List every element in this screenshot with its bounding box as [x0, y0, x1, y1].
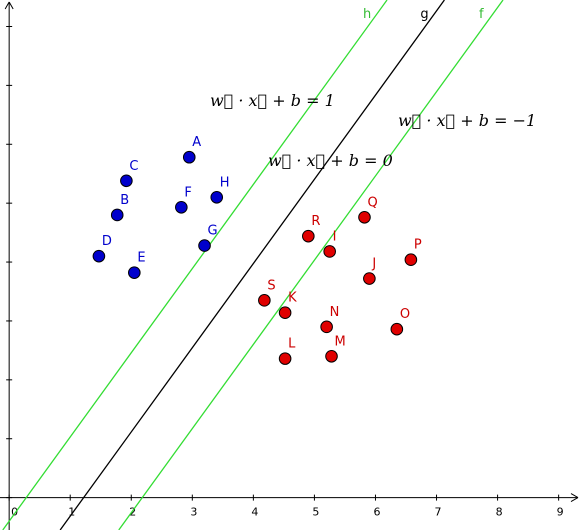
x-tick-label: 1	[68, 506, 75, 519]
line-label-f: f	[479, 7, 484, 22]
line-f[interactable]	[118, 0, 504, 530]
x-axis-arrow	[570, 493, 579, 503]
point-label-K: K	[288, 291, 297, 306]
margin-equation-plus: w⃗ · x⃗ + b = 1	[210, 91, 335, 110]
point-J[interactable]	[363, 272, 376, 285]
point-label-E: E	[137, 251, 145, 266]
point-label-F: F	[184, 185, 191, 200]
point-H[interactable]	[210, 190, 224, 204]
point-label-J: J	[371, 257, 376, 272]
x-tick-label: 6	[373, 506, 380, 519]
x-tick-label: 9	[557, 506, 564, 519]
point-label-B: B	[120, 193, 129, 208]
point-F[interactable]	[175, 200, 188, 214]
x-tick-label: 5	[312, 506, 319, 519]
line-g[interactable]	[59, 0, 445, 530]
margin-equation-minus: w⃗ · x⃗ + b = −1	[398, 111, 536, 130]
point-N[interactable]	[320, 320, 333, 334]
point-label-M: M	[335, 334, 346, 349]
point-label-C: C	[129, 159, 138, 174]
point-label-N: N	[330, 305, 340, 320]
point-B[interactable]	[110, 208, 124, 222]
point-S[interactable]	[258, 294, 271, 307]
point-M[interactable]	[325, 349, 338, 363]
x-tick-label: 3	[190, 506, 197, 519]
boundary-equation: w⃗ · x⃗ + b = 0	[268, 151, 393, 170]
x-tick-label: 8	[496, 506, 503, 519]
point-label-P: P	[414, 238, 422, 253]
point-Q[interactable]	[358, 211, 371, 224]
point-label-R: R	[311, 214, 320, 229]
point-label-I: I	[333, 229, 337, 244]
point-label-A: A	[192, 135, 201, 150]
point-label-D: D	[102, 234, 112, 249]
x-tick-label: 4	[251, 506, 258, 519]
point-label-S: S	[267, 278, 275, 293]
point-P[interactable]	[404, 253, 418, 267]
line-label-g: g	[420, 7, 428, 22]
x-tick-label: 2	[129, 506, 136, 519]
x-tick-label: 7	[435, 506, 442, 519]
line-label-h: h	[363, 7, 371, 22]
point-label-H: H	[220, 175, 230, 190]
point-A[interactable]	[182, 150, 196, 164]
point-G[interactable]	[198, 239, 211, 252]
point-R[interactable]	[302, 229, 315, 243]
point-C[interactable]	[120, 174, 133, 188]
point-L[interactable]	[278, 352, 292, 365]
point-D[interactable]	[92, 249, 106, 263]
y-axis-arrow	[4, 1, 14, 10]
point-label-G: G	[208, 224, 218, 239]
point-I[interactable]	[323, 245, 336, 258]
line-h[interactable]	[2, 0, 388, 530]
point-label-O: O	[400, 307, 410, 322]
point-K[interactable]	[278, 306, 292, 320]
x-tick-label: 0	[11, 506, 18, 519]
point-label-Q: Q	[367, 195, 377, 210]
point-O[interactable]	[390, 322, 404, 336]
point-label-L: L	[288, 337, 296, 352]
point-E[interactable]	[128, 266, 141, 279]
